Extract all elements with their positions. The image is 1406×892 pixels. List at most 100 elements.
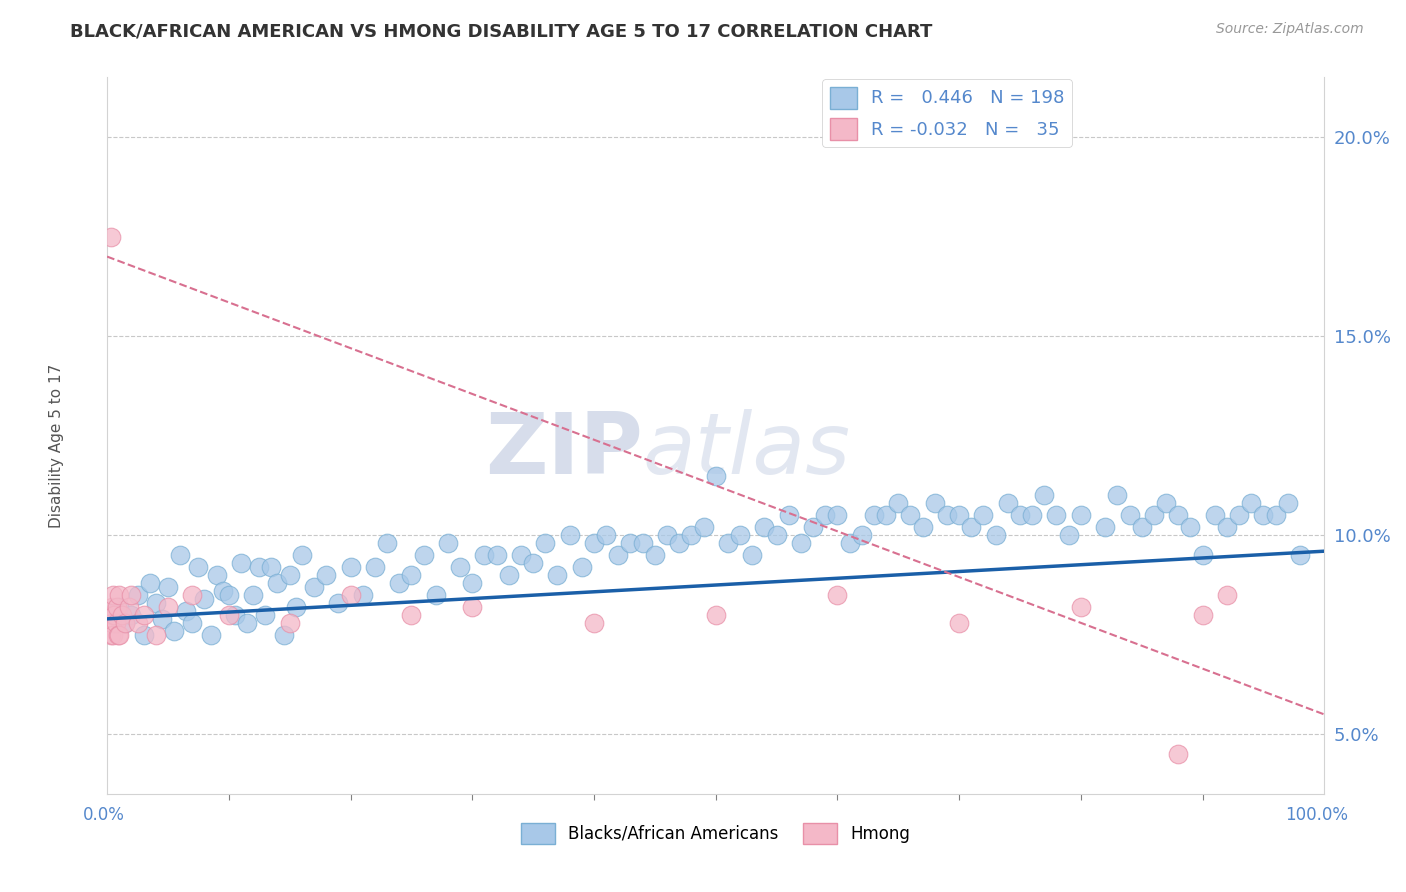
Point: [1057, 528, 1080, 542]
Text: 0.0%: 0.0%: [83, 806, 125, 824]
Point: [132, 607, 155, 622]
Point: [681, 528, 703, 542]
Point: [156, 599, 179, 614]
Point: [101, 599, 124, 614]
Point: [1167, 747, 1189, 762]
Point: [437, 536, 460, 550]
Point: [425, 588, 447, 602]
Point: [582, 615, 605, 630]
Point: [401, 568, 423, 582]
Point: [801, 520, 824, 534]
Point: [127, 615, 149, 630]
Point: [111, 607, 134, 622]
Point: [728, 528, 751, 542]
Point: [607, 548, 630, 562]
Point: [936, 508, 959, 523]
Point: [114, 615, 136, 630]
Point: [741, 548, 763, 562]
Point: [863, 508, 886, 523]
Point: [291, 548, 314, 562]
Point: [838, 536, 860, 550]
Point: [948, 615, 970, 630]
Point: [181, 615, 204, 630]
Point: [924, 496, 946, 510]
Point: [754, 520, 776, 534]
Point: [174, 604, 197, 618]
Point: [401, 607, 423, 622]
Point: [352, 588, 374, 602]
Point: [145, 596, 167, 610]
Point: [827, 508, 849, 523]
Point: [851, 528, 873, 542]
Text: atlas: atlas: [643, 409, 851, 491]
Point: [485, 548, 508, 562]
Point: [814, 508, 837, 523]
Point: [984, 528, 1007, 542]
Point: [1216, 588, 1239, 602]
Point: [1191, 548, 1213, 562]
Text: BLACK/AFRICAN AMERICAN VS HMONG DISABILITY AGE 5 TO 17 CORRELATION CHART: BLACK/AFRICAN AMERICAN VS HMONG DISABILI…: [70, 22, 932, 40]
Point: [1154, 496, 1177, 510]
Point: [911, 520, 934, 534]
Point: [108, 628, 131, 642]
Point: [1107, 488, 1129, 502]
Point: [101, 615, 124, 630]
Point: [284, 599, 307, 614]
Point: [778, 508, 800, 523]
Point: [100, 607, 122, 622]
Point: [960, 520, 983, 534]
Point: [1191, 607, 1213, 622]
Text: ZIP: ZIP: [485, 409, 643, 491]
Point: [328, 596, 350, 610]
Point: [692, 520, 714, 534]
Point: [631, 536, 654, 550]
Point: [100, 229, 122, 244]
Point: [200, 628, 222, 642]
Point: [1167, 508, 1189, 523]
Point: [449, 560, 471, 574]
Point: [1130, 520, 1153, 534]
Point: [1180, 520, 1202, 534]
Point: [242, 588, 264, 602]
Point: [105, 599, 128, 614]
Point: [644, 548, 666, 562]
Text: Source: ZipAtlas.com: Source: ZipAtlas.com: [1216, 22, 1364, 37]
Point: [1227, 508, 1250, 523]
Point: [1143, 508, 1166, 523]
Point: [972, 508, 994, 523]
Point: [169, 548, 191, 562]
Point: [375, 536, 398, 550]
Point: [1033, 488, 1056, 502]
Point: [218, 588, 240, 602]
Point: [717, 536, 740, 550]
Point: [181, 588, 204, 602]
Point: [997, 496, 1019, 510]
Point: [1264, 508, 1286, 523]
Point: [655, 528, 678, 542]
Point: [619, 536, 641, 550]
Point: [582, 536, 605, 550]
Point: [104, 615, 127, 630]
Point: [315, 568, 337, 582]
Point: [1045, 508, 1067, 523]
Point: [534, 536, 557, 550]
Point: [229, 556, 252, 570]
Point: [900, 508, 922, 523]
Point: [145, 628, 167, 642]
Legend: R =   0.446   N = 198, R = -0.032   N =   35: R = 0.446 N = 198, R = -0.032 N = 35: [823, 79, 1071, 147]
Point: [101, 628, 124, 642]
Point: [266, 576, 288, 591]
Point: [1070, 599, 1092, 614]
Point: [1253, 508, 1275, 523]
Point: [150, 612, 173, 626]
Point: [278, 615, 301, 630]
Point: [887, 496, 910, 510]
Point: [827, 588, 849, 602]
Point: [1277, 496, 1299, 510]
Point: [498, 568, 520, 582]
Point: [461, 599, 484, 614]
Point: [474, 548, 496, 562]
Point: [120, 607, 142, 622]
Point: [218, 607, 240, 622]
Point: [236, 615, 259, 630]
